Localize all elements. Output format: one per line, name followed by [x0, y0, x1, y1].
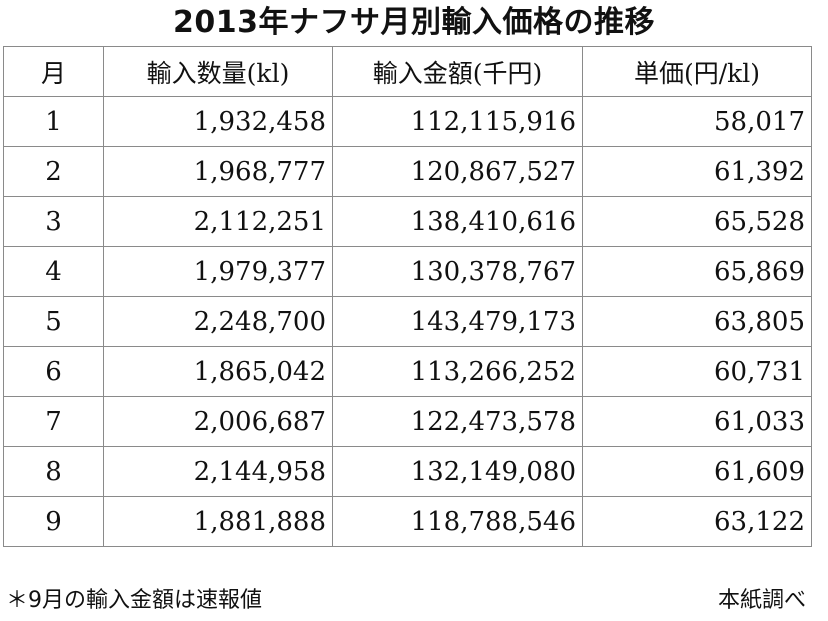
- table-row: 9 1,881,888 118,788,546 63,122: [3, 496, 812, 547]
- cell-month: 5: [3, 296, 104, 347]
- footnote: ＊9月の輸入金額は速報値: [6, 588, 262, 613]
- cell-import-amount: 143,479,173: [332, 296, 583, 347]
- cell-unit-price: 65,528: [582, 196, 812, 247]
- table-row: 6 1,865,042 113,266,252 60,731: [3, 346, 812, 397]
- cell-import-volume: 1,865,042: [103, 346, 333, 397]
- cell-month: 2: [3, 146, 104, 197]
- cell-month: 7: [3, 396, 104, 447]
- cell-month: 1: [3, 96, 104, 147]
- cell-import-volume: 1,881,888: [103, 496, 333, 547]
- cell-import-amount: 120,867,527: [332, 146, 583, 197]
- table-header-row: 月 輸入数量(kl) 輸入金額(千円) 単価(円/kl): [3, 46, 812, 97]
- table-row: 8 2,144,958 132,149,080 61,609: [3, 446, 812, 497]
- header-import-amount: 輸入金額(千円): [332, 46, 583, 97]
- cell-import-amount: 130,378,767: [332, 246, 583, 297]
- cell-import-volume: 1,979,377: [103, 246, 333, 297]
- table-row: 5 2,248,700 143,479,173 63,805: [3, 296, 812, 347]
- cell-import-amount: 132,149,080: [332, 446, 583, 497]
- cell-import-volume: 1,968,777: [103, 146, 333, 197]
- cell-import-volume: 2,006,687: [103, 396, 333, 447]
- cell-import-volume: 2,248,700: [103, 296, 333, 347]
- table-row: 1 1,932,458 112,115,916 58,017: [3, 96, 812, 147]
- cell-month: 6: [3, 346, 104, 397]
- table-row: 3 2,112,251 138,410,616 65,528: [3, 196, 812, 247]
- cell-import-amount: 138,410,616: [332, 196, 583, 247]
- cell-month: 8: [3, 446, 104, 497]
- table-row: 4 1,979,377 130,378,767 65,869: [3, 246, 812, 297]
- cell-month: 3: [3, 196, 104, 247]
- cell-import-amount: 113,266,252: [332, 346, 583, 397]
- cell-month: 4: [3, 246, 104, 297]
- table-row: 7 2,006,687 122,473,578 61,033: [3, 396, 812, 447]
- import-price-table: 月 輸入数量(kl) 輸入金額(千円) 単価(円/kl) 1 1,932,458 1…: [3, 46, 812, 547]
- cell-unit-price: 63,122: [582, 496, 812, 547]
- cell-unit-price: 61,033: [582, 396, 812, 447]
- cell-import-volume: 1,932,458: [103, 96, 333, 147]
- cell-unit-price: 61,609: [582, 446, 812, 497]
- cell-import-volume: 2,112,251: [103, 196, 333, 247]
- header-unit-price: 単価(円/kl): [582, 46, 812, 97]
- cell-unit-price: 65,869: [582, 246, 812, 297]
- cell-month: 9: [3, 496, 104, 547]
- source-note: 本紙調べ: [717, 588, 806, 613]
- cell-unit-price: 63,805: [582, 296, 812, 347]
- header-import-volume: 輸入数量(kl): [103, 46, 333, 97]
- table-row: 2 1,968,777 120,867,527 61,392: [3, 146, 812, 197]
- cell-import-amount: 112,115,916: [332, 96, 583, 147]
- cell-unit-price: 61,392: [582, 146, 812, 197]
- cell-unit-price: 58,017: [582, 96, 812, 147]
- cell-import-amount: 118,788,546: [332, 496, 583, 547]
- header-month: 月: [3, 46, 104, 97]
- cell-unit-price: 60,731: [582, 346, 812, 397]
- page-title: 2013年ナフサ月別輸入価格の推移: [173, 5, 655, 40]
- cell-import-volume: 2,144,958: [103, 446, 333, 497]
- cell-import-amount: 122,473,578: [332, 396, 583, 447]
